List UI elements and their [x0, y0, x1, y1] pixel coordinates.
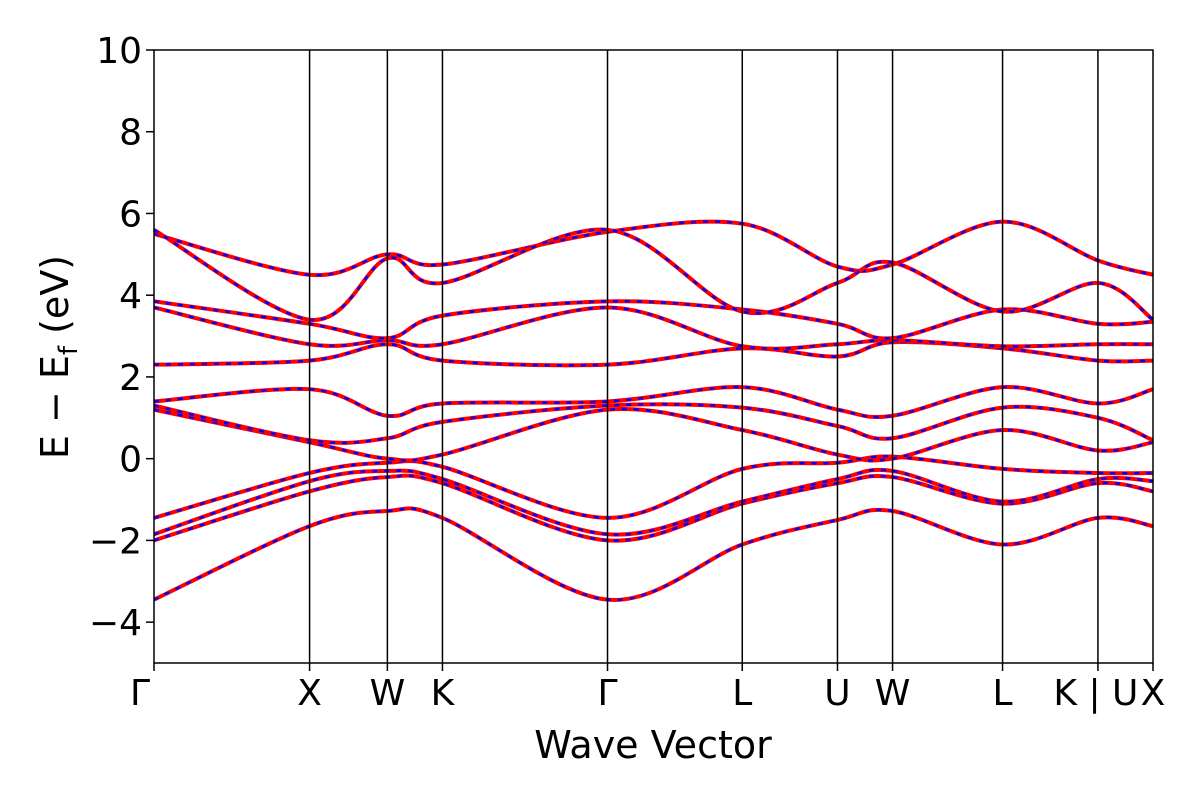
kpoint-divider-layer: [308, 50, 1099, 663]
x-tick-label-6: L: [732, 673, 752, 714]
band-line-overlay-7: [153, 385, 1154, 419]
band-line-8: [153, 339, 1154, 368]
y-tick-label-8: 10: [96, 31, 142, 72]
band-line-overlay-5: [153, 407, 1154, 462]
band-line-overlay-1: [153, 507, 1154, 602]
band-line-overlay-11: [153, 220, 1154, 277]
x-tick-label-3: W: [370, 673, 406, 714]
y-tick-label-4: 2: [119, 358, 142, 399]
x-tick-label-7: U: [824, 673, 850, 714]
band-line-overlay-12: [153, 228, 1154, 321]
x-tick-label-5: Γ: [597, 673, 617, 714]
x-tick-label-1: Γ: [130, 673, 150, 714]
y-axis-label-main: E − E: [33, 355, 77, 459]
y-tick-label-5: 4: [119, 276, 142, 317]
x-tick-label-4: K: [431, 673, 456, 714]
x-tick-label-11: X: [1141, 673, 1166, 714]
y-tick-label-7: 8: [119, 113, 142, 154]
band-line-overlay-9: [153, 306, 1154, 350]
y-axis-label: E − Ef (eV): [33, 255, 84, 459]
y-axis-ticks: −4 −2 0 2 4 6 8 10: [89, 31, 154, 644]
plot-frame: [153, 49, 1154, 664]
band-line-overlay-10: [153, 299, 1154, 340]
y-axis-label-unit: (eV): [33, 255, 77, 346]
y-tick-label-1: −4: [89, 603, 142, 644]
x-tick-label-9: L: [993, 673, 1013, 714]
x-tick-label-2: X: [297, 673, 322, 714]
x-axis-label: Wave Vector: [534, 723, 772, 767]
band-line-overlay-6: [153, 403, 1154, 445]
band-line-overlay-4: [153, 455, 1154, 520]
y-axis-label-sub: f: [54, 345, 84, 355]
y-tick-label-6: 6: [119, 194, 142, 235]
band-series-layer: [152, 219, 1155, 602]
y-tick-label-2: −2: [89, 521, 142, 562]
x-tick-label-8: W: [875, 673, 911, 714]
x-tick-label-10: K | U: [1053, 673, 1138, 714]
band-line-3: [153, 467, 1154, 537]
y-tick-label-3: 0: [119, 440, 142, 481]
